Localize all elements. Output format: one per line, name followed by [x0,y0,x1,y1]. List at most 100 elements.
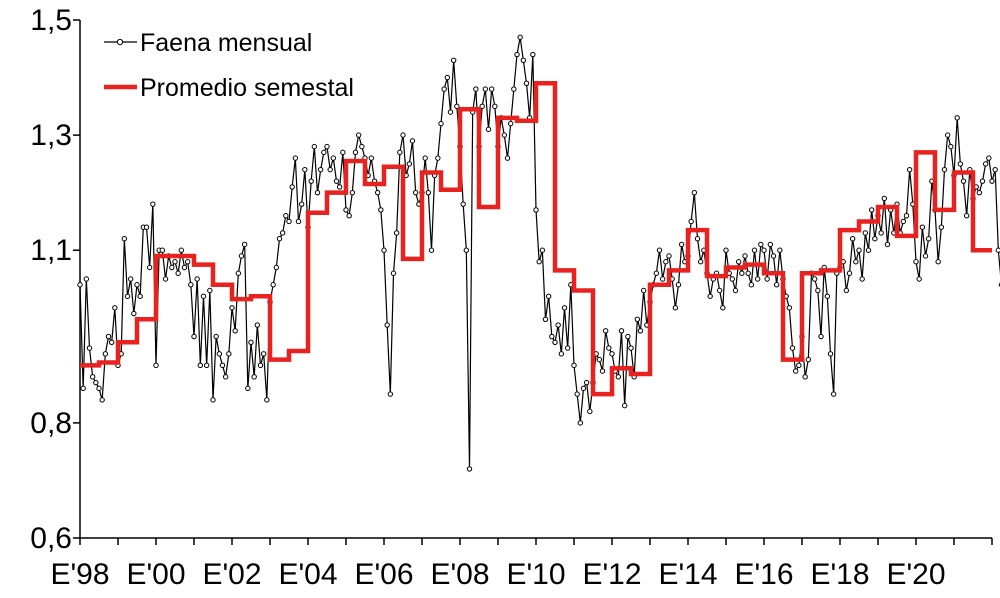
data-point [587,408,593,415]
data-point [238,253,245,259]
data-point [340,149,346,156]
data-point [150,201,156,207]
data-point [694,236,701,242]
data-point [625,333,631,340]
data-point [742,253,748,259]
data-point [235,270,242,276]
data-point [80,385,86,392]
data-point [989,178,995,184]
data-point [99,397,105,403]
data-point [298,201,305,207]
data-point [460,201,466,207]
data-point [276,236,283,242]
legend-label-faena-mensual: Faena mensual [140,29,312,57]
data-point [856,247,862,253]
data-point [688,218,694,225]
y-tick-label: 1,3 [30,119,72,152]
data-point [995,247,1000,253]
data-point [865,247,872,253]
data-point [435,155,441,161]
legend-marker-faena-mensual [116,38,124,46]
data-point [925,236,932,242]
data-point [640,287,647,294]
data-point [200,293,207,299]
data-point [976,189,983,196]
data-point [530,51,536,58]
data-point [922,253,929,259]
x-tick-label: E'00 [126,558,185,591]
data-point [606,345,612,351]
data-point [374,189,381,196]
data-point [827,351,834,357]
data-point [384,322,390,328]
data-point [245,385,251,392]
data-point [397,149,403,156]
series-line-promedio-semestal [80,81,992,397]
data-point [302,166,308,173]
data-point [672,305,679,311]
data-point [754,276,761,282]
data-point [260,351,267,357]
data-point [656,247,663,253]
data-point [986,155,992,161]
data-point [378,207,384,213]
data-point [447,109,454,115]
data-point [349,189,356,196]
data-point [121,236,128,242]
data-point [146,264,153,271]
data-point [900,218,907,225]
data-point [621,402,628,409]
data-point [441,86,447,92]
data-point [906,166,913,173]
data-point [425,189,432,196]
data-point [333,178,340,184]
data-point [564,345,571,351]
data-point [169,264,175,271]
data-point [545,293,552,299]
data-point [558,351,565,357]
data-point [314,189,321,196]
data-point [963,212,970,219]
data-point [520,57,527,63]
data-point [210,397,216,403]
data-point [745,270,751,276]
data-point [859,276,865,282]
data-point [992,166,998,173]
data-point [428,247,435,253]
data-point [533,207,539,213]
data-point [919,224,926,230]
x-tick-label: E'14 [658,558,717,591]
data-point [846,270,853,276]
data-point [175,270,181,276]
data-point [732,287,739,294]
data-point [283,212,289,219]
data-point [659,276,666,282]
data-point [77,282,83,288]
data-point [153,362,159,369]
x-tick-label: E'16 [734,558,793,591]
data-point [346,212,352,219]
x-tick-label: E'12 [582,558,641,591]
data-point [279,230,286,236]
data-point [982,161,989,167]
data-point [786,305,793,311]
data-point [707,293,713,299]
data-point [872,236,878,242]
data-point [463,247,470,253]
data-point [105,333,112,340]
data-point [720,305,726,311]
data-point [954,115,960,121]
data-point [739,270,745,276]
data-point [501,132,508,138]
data-point [289,184,295,190]
data-point [663,259,669,265]
data-point [251,374,257,380]
data-point [628,345,634,351]
data-point [422,155,428,161]
x-tick-label: E'20 [886,558,945,591]
data-point [805,356,812,363]
data-point [321,149,327,156]
data-point [941,166,948,173]
